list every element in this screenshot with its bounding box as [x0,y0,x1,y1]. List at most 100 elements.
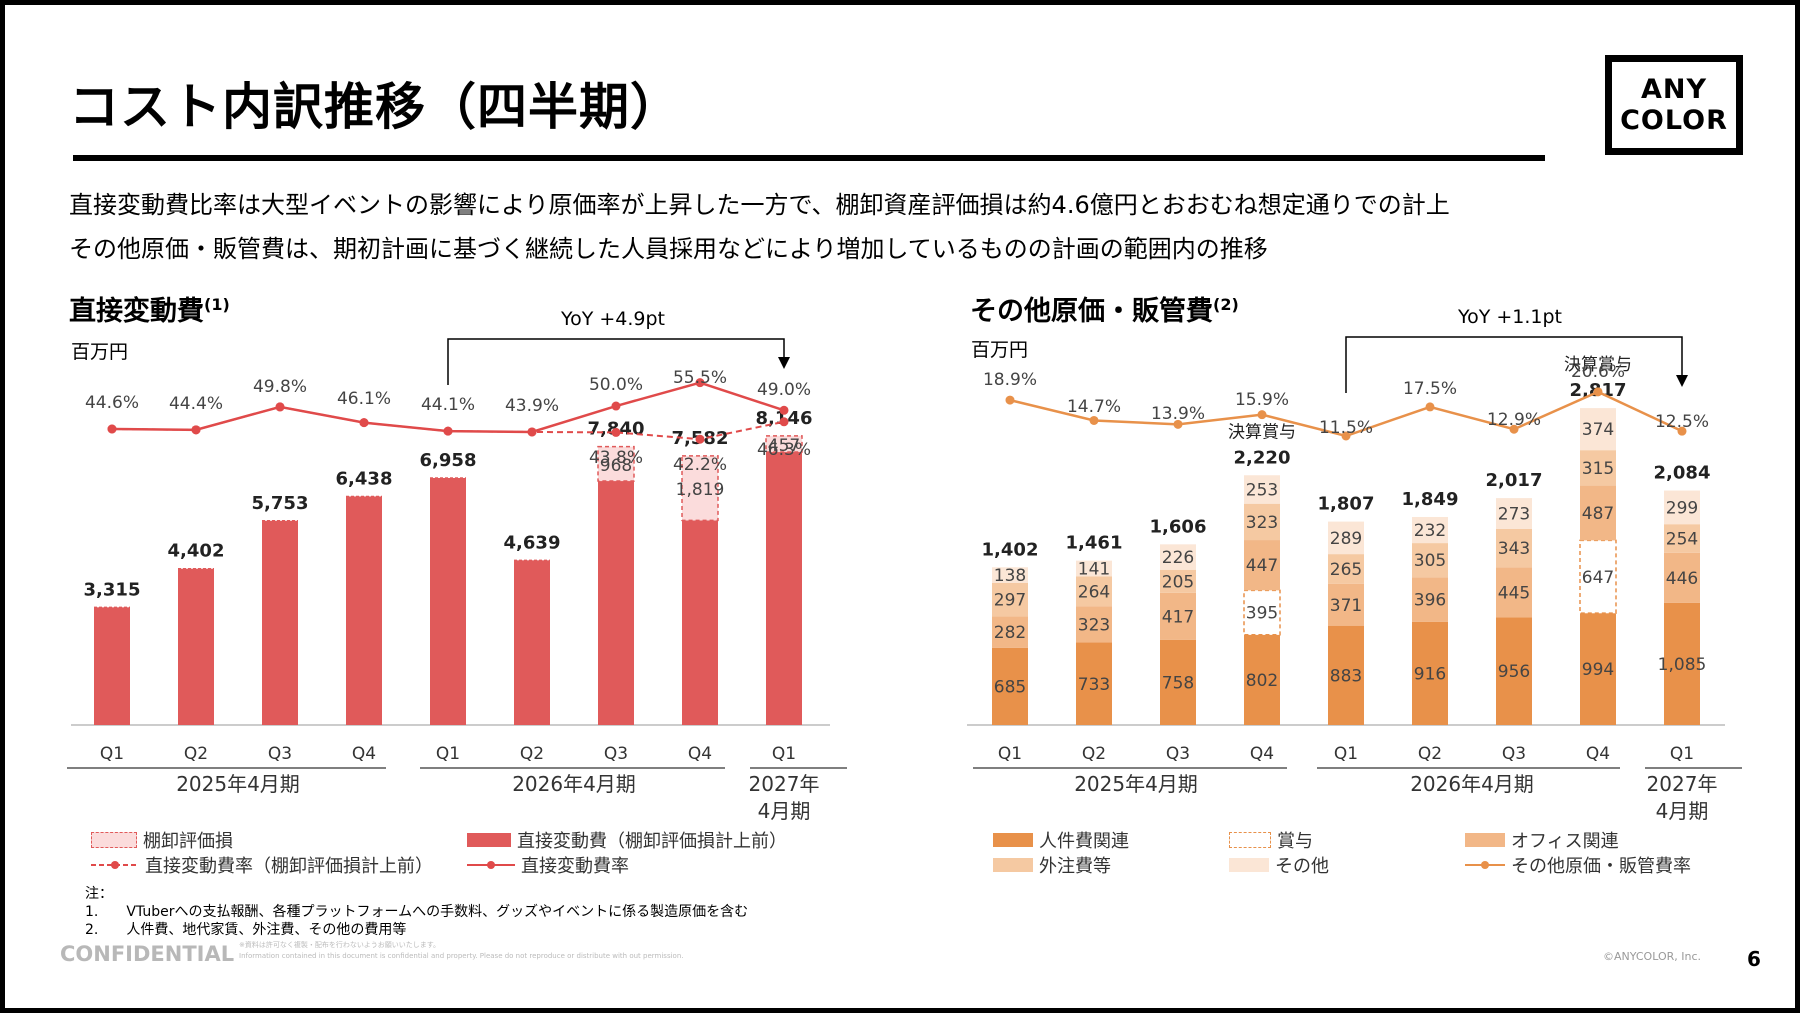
other-bar-label: 374 [1582,420,1614,440]
personnel-bar-label: 956 [1498,662,1530,682]
direct-cost-bar [262,520,298,725]
direct-rate-label: 49.8% [253,377,307,397]
outsourcing-bar [1496,528,1532,568]
logo-line-1: ANY [1640,74,1708,105]
title-divider [73,155,1545,161]
other-bar [1328,521,1364,555]
footnote-heading: 注： [85,886,113,902]
office-bar [1328,583,1364,626]
legend-swatch-direct-cost [467,833,511,847]
left-period-label: 2025年4月期 [176,772,300,796]
footnote-2: 2. 人件費、地代家賃、外注費、その他の費用等 [85,922,407,938]
right-period-label: 2027年 [1647,772,1718,796]
other-bar-label: 273 [1498,504,1530,524]
outsourcing-bar [1160,569,1196,593]
other-rate-point [1677,426,1687,436]
page-number: 6 [1747,947,1761,971]
copyright: ©ANYCOLOR, Inc. [1603,950,1702,963]
direct-rate-label: 43.9% [505,396,559,416]
other-cost-total-label: 2,220 [1234,447,1291,468]
other-cost-total-label: 2,084 [1654,463,1711,484]
personnel-bar-label: 802 [1246,671,1278,691]
personnel-bar [1496,617,1532,725]
direct-rate-label: 44.1% [421,395,475,415]
other-rate-point [1005,395,1015,405]
inventory-loss-label: 968 [600,456,632,476]
direct-rate-point [359,418,369,428]
legend-label: 外注費等 [1039,856,1111,877]
x-tick-label: Q2 [520,744,544,764]
direct-cost-total-label: 4,402 [168,541,225,562]
outsourcing-bar-label: 265 [1330,560,1362,580]
legend-label: 直接変動費（棚卸評価損計上前） [517,831,787,852]
other-bar [992,567,1028,583]
direct-cost-total-label: 6,958 [420,450,477,471]
office-bar-label: 487 [1582,504,1614,524]
other-bar-label: 299 [1666,498,1698,518]
legend-label: 直接変動費率 [521,856,629,877]
personnel-bar [992,647,1028,725]
direct-rate-point [611,401,621,411]
direct-rate-point [527,427,537,437]
personnel-bar [1160,639,1196,725]
confidential-note: ※資料は許可なく複製・配布を行わないようお願いいたします。 Informatio… [239,940,683,962]
other-bar [1076,560,1112,577]
left-yoy-arrowhead [778,357,790,369]
x-tick-label: Q4 [1586,744,1610,764]
legend-outsourcing: 外注費等 [993,852,1111,878]
personnel-bar [1664,602,1700,725]
right-yoy-label: YoY +1.1pt [1457,306,1562,328]
direct-rate-pre-label: 42.2% [673,455,727,475]
legend-swatch-orange-line [1465,861,1505,869]
direct-rate-label: 46.1% [337,389,391,409]
confidential-note-1: ※資料は許可なく複製・配布を行わないようお願いいたします。 [239,941,441,949]
x-tick-label: Q1 [100,744,124,764]
inventory-loss-bar [597,445,635,482]
personnel-bar-label: 883 [1330,666,1362,686]
inventory-loss-label: 457 [768,436,800,456]
office-bar-label: 447 [1246,556,1278,576]
lead-text-2: その他原価・販管費は、期初計画に基づく継続した人員採用などにより増加しているもの… [69,235,1268,263]
inventory-loss-bar [765,435,803,453]
personnel-bar-label: 733 [1078,675,1110,695]
confidential-note-2: Information contained in this document i… [239,952,684,960]
personnel-bar-label: 685 [994,677,1026,697]
legend-label: その他 [1275,856,1329,877]
charts-canvas: 3,315 Q1 4,402 Q2 5,753 Q3 6,438 Q4 6,958 Q1 4,639… [67,306,1742,823]
direct-cost-bar [766,452,802,725]
legend-personnel: 人件費関連 [993,827,1129,853]
x-tick-label: Q1 [772,744,796,764]
left-chart-title-text: 直接変動費 [69,296,204,327]
outsourcing-bar [1412,543,1448,578]
legend-label: オフィス関連 [1511,831,1619,852]
office-bar-label: 396 [1414,591,1446,611]
direct-rate-label: 55.5% [673,368,727,388]
legend-swatch-dashed-line [91,861,139,869]
right-yoy-arrowhead [1676,375,1688,387]
legend-direct-rate-pre: 直接変動費率（棚卸評価損計上前） [91,852,433,878]
other-rate-point [1173,419,1183,429]
other-bar [1160,544,1196,570]
other-bar [1412,516,1448,544]
personnel-bar [1412,621,1448,725]
other-bar-label: 289 [1330,529,1362,549]
office-bar [1412,577,1448,622]
x-tick-label: Q2 [184,744,208,764]
outsourcing-bar-label: 254 [1666,529,1698,549]
direct-cost-total-label: 4,639 [504,532,561,553]
other-rate-point [1089,415,1099,425]
outsourcing-bar-label: 343 [1498,539,1530,559]
x-tick-label: Q1 [998,744,1022,764]
right-chart-title: その他原価・販管費(2) [970,289,1239,328]
outsourcing-bar-label: 264 [1078,582,1110,602]
office-bar-label: 417 [1162,607,1194,627]
direct-rate-point [191,425,201,435]
legend-swatch-outsourcing [993,858,1033,872]
legend-label: 棚卸評価損 [143,831,233,852]
other-bar-label: 253 [1246,480,1278,500]
x-tick-label: Q4 [1250,744,1274,764]
personnel-bar [1580,613,1616,725]
office-bar [1496,567,1532,618]
inventory-loss-label: 1,819 [676,480,725,500]
left-chart-unit: 百万円 [71,341,129,363]
